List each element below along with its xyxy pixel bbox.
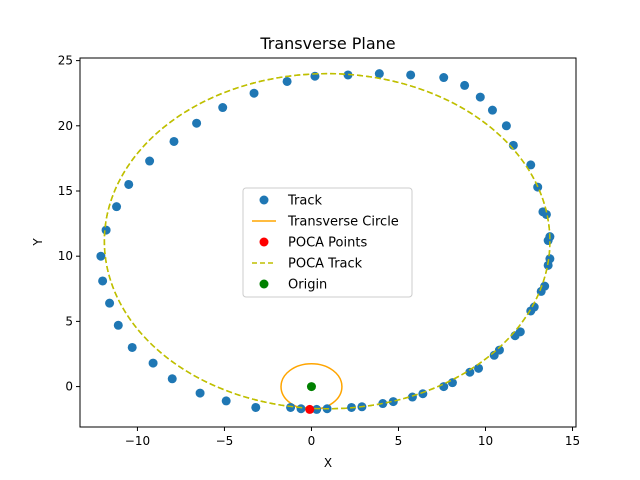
track-point <box>312 404 322 414</box>
track-point <box>494 345 504 355</box>
legend-marker <box>259 237 269 247</box>
track-point <box>218 103 228 113</box>
legend-label: POCA Track <box>288 257 363 272</box>
legend-label: Track <box>287 194 322 209</box>
plot-frame <box>79 57 577 428</box>
y-axis-ticks: 0 5 10 15 20 25 <box>58 54 80 394</box>
track-point <box>96 251 106 261</box>
legend-item: Origin <box>259 278 327 293</box>
legend-marker <box>259 195 269 205</box>
track-point <box>343 70 353 80</box>
track-point <box>501 121 511 131</box>
track-point <box>167 374 177 384</box>
plot-area <box>96 69 555 414</box>
legend-box <box>242 187 413 298</box>
track-point <box>545 254 555 264</box>
x-tick-label: 15 <box>565 434 580 448</box>
poca-track-line-overlay <box>103 72 551 410</box>
x-axis-label: X <box>324 456 332 470</box>
track-point <box>526 160 536 170</box>
poca-points-layer <box>305 404 315 414</box>
track-point <box>529 302 539 312</box>
track-point <box>388 397 398 407</box>
track-point <box>418 389 428 399</box>
legend-item: Track <box>259 194 322 209</box>
track-point <box>474 363 484 373</box>
x-tick-label: −5 <box>216 434 234 448</box>
legend-item: POCA Track <box>252 257 363 272</box>
y-tick-label: 5 <box>65 314 73 328</box>
x-tick-label: −10 <box>125 434 150 448</box>
y-tick-label: 25 <box>58 54 73 68</box>
y-tick-label: 15 <box>58 184 73 198</box>
track-point <box>475 92 485 102</box>
y-axis-label: Y <box>31 238 45 247</box>
track-point <box>192 118 202 128</box>
track-point <box>112 202 122 212</box>
track-point <box>105 298 115 308</box>
legend-label: Transverse Circle <box>287 215 399 230</box>
origin-layer <box>306 382 316 392</box>
track-point <box>282 76 292 86</box>
origin-point <box>306 382 316 392</box>
y-tick-label: 20 <box>58 119 73 133</box>
track-point <box>460 80 470 90</box>
legend-label: POCA Points <box>288 236 367 251</box>
track-point <box>124 179 134 189</box>
poca-track-overlay <box>103 72 551 410</box>
x-tick-label: 5 <box>395 434 403 448</box>
track-point <box>378 399 388 409</box>
track-point <box>406 70 416 80</box>
track-point <box>407 392 417 402</box>
track-point <box>98 276 108 286</box>
track-point <box>101 225 111 235</box>
track-point <box>465 367 475 377</box>
track-point <box>296 404 306 414</box>
track-point <box>540 281 550 291</box>
y-tick-label: 0 <box>65 380 73 394</box>
track-point <box>221 396 231 406</box>
legend-item: Transverse Circle <box>252 215 399 230</box>
x-tick-label: 10 <box>478 434 493 448</box>
track-point <box>439 73 449 83</box>
legend: Track Transverse Circle POCA Points POCA Tr… <box>242 187 413 298</box>
track-point <box>447 378 457 388</box>
x-tick-label: 0 <box>308 434 316 448</box>
track-point <box>251 402 261 412</box>
chart-title: Transverse Plane <box>259 34 395 53</box>
track-point <box>195 388 205 398</box>
legend-marker <box>259 279 269 289</box>
poca-point <box>305 404 315 414</box>
track-point <box>127 342 137 352</box>
track-point <box>374 69 384 79</box>
track-point <box>113 320 123 330</box>
track-point <box>249 88 259 98</box>
track-point <box>487 105 497 115</box>
track-point <box>169 136 179 146</box>
track-point <box>286 402 296 412</box>
x-axis-ticks: −10 −5 0 5 10 15 <box>125 427 580 448</box>
legend-item: POCA Points <box>259 236 367 251</box>
legend-label: Origin <box>288 278 327 293</box>
y-tick-label: 10 <box>58 249 73 263</box>
track-point <box>439 382 449 392</box>
track-point <box>148 358 158 368</box>
track-point <box>145 156 155 166</box>
track-point <box>515 327 525 337</box>
